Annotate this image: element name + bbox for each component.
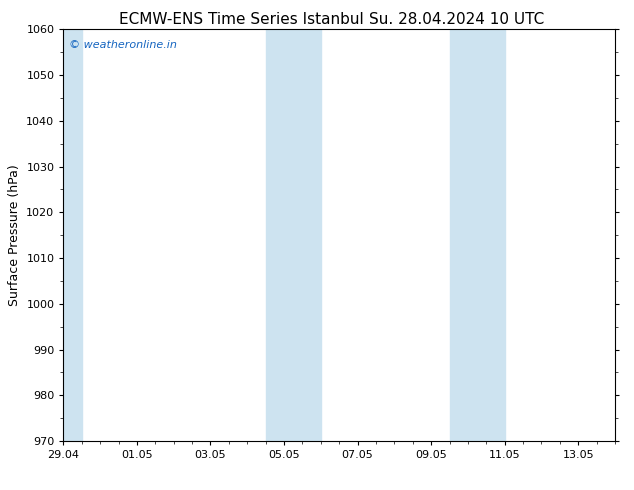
Y-axis label: Surface Pressure (hPa): Surface Pressure (hPa) bbox=[8, 164, 21, 306]
Bar bbox=[450, 29, 505, 441]
Bar bbox=[266, 29, 321, 441]
Text: ECMW-ENS Time Series Istanbul: ECMW-ENS Time Series Istanbul bbox=[119, 12, 363, 27]
Text: Su. 28.04.2024 10 UTC: Su. 28.04.2024 10 UTC bbox=[369, 12, 544, 27]
Text: © weatheronline.in: © weatheronline.in bbox=[69, 40, 177, 49]
Bar bbox=[63, 29, 82, 441]
